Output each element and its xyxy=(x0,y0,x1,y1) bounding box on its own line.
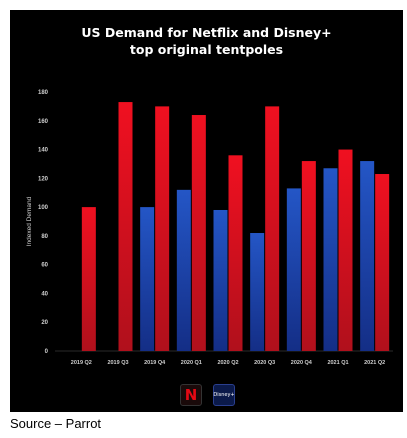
x-tick-label: 2019 Q2 xyxy=(71,360,92,366)
y-tick-label: 0 xyxy=(45,349,49,355)
netflix-bar xyxy=(301,161,316,351)
disney-bar xyxy=(176,189,191,351)
chart-title: US Demand for Netflix and Disney+ top or… xyxy=(10,24,403,58)
netflix-bar xyxy=(338,149,353,351)
y-axis-label: Indexed Demand xyxy=(26,196,33,246)
x-tick-label: 2020 Q3 xyxy=(254,360,275,366)
bar-chart: Indexed Demand 0 20 40 60 80 100 120 140 160 180 20… xyxy=(26,90,393,366)
netflix-bar xyxy=(155,106,170,351)
x-tick-label: 2019 Q3 xyxy=(107,360,128,366)
netflix-logo-letter: N xyxy=(184,386,198,404)
netflix-bar xyxy=(191,115,206,352)
chart-panel: US Demand for Netflix and Disney+ top or… xyxy=(10,10,403,412)
x-tick-label: 2020 Q4 xyxy=(291,360,313,366)
disney-bar xyxy=(140,207,155,351)
chart-title-line-2: top original tentpoles xyxy=(129,42,284,57)
x-tick-label: 2020 Q2 xyxy=(217,360,238,366)
y-tick-label: 100 xyxy=(38,205,49,211)
x-tick-label: 2021 Q1 xyxy=(327,360,348,366)
netflix-bar xyxy=(375,174,390,351)
source-caption: Source – Parrot xyxy=(10,416,102,431)
x-tick-label: 2020 Q1 xyxy=(181,360,202,366)
x-tick-label: 2021 Q2 xyxy=(364,360,385,366)
disney-bar xyxy=(213,209,228,351)
netflix-logo-icon: N xyxy=(180,384,202,406)
y-tick-label: 140 xyxy=(38,148,49,154)
netflix-bar xyxy=(81,207,96,351)
netflix-bar xyxy=(265,106,280,351)
netflix-bar xyxy=(118,102,133,351)
y-tick-label: 80 xyxy=(41,234,48,240)
y-tick-label: 160 xyxy=(38,119,49,125)
netflix-bar xyxy=(228,155,243,351)
disney-plus-logo-text: Disney+ xyxy=(213,392,235,398)
y-tick-label: 20 xyxy=(41,320,48,326)
x-tick-label: 2019 Q4 xyxy=(144,360,166,366)
chart-title-line-1: US Demand for Netflix and Disney+ xyxy=(81,25,332,40)
disney-bar xyxy=(250,233,265,351)
disney-bar xyxy=(286,188,301,351)
y-tick-label: 120 xyxy=(38,176,49,182)
disney-bar xyxy=(360,161,375,351)
y-tick-label: 40 xyxy=(41,291,48,297)
y-tick-label: 180 xyxy=(38,90,49,96)
y-tick-label: 60 xyxy=(41,263,48,269)
disney-plus-logo-icon: Disney+ xyxy=(213,384,235,406)
disney-bar xyxy=(323,168,338,351)
